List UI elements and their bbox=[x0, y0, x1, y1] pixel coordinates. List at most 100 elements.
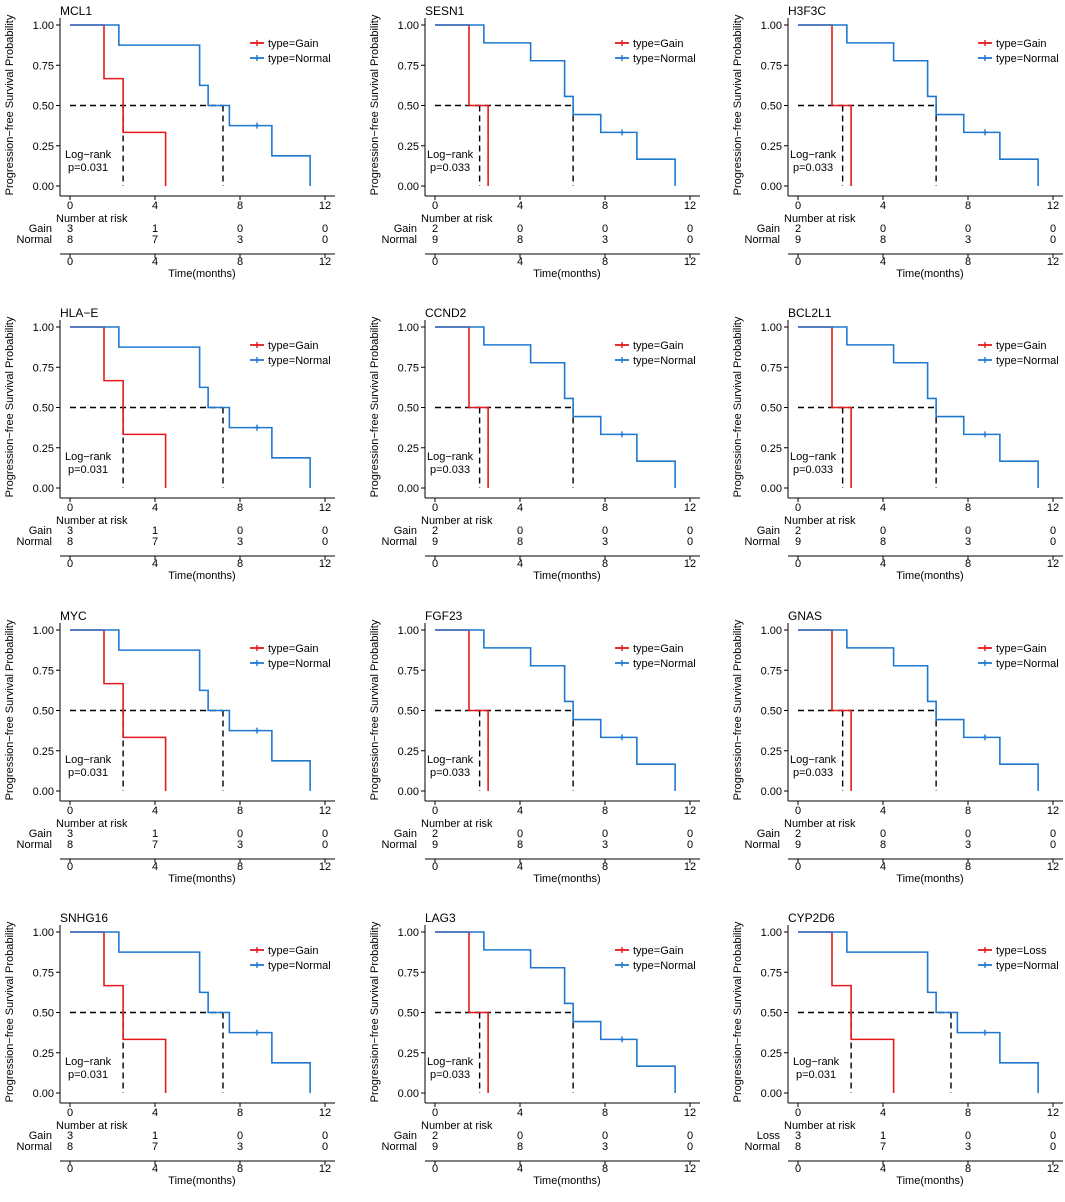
censor-mark bbox=[254, 727, 260, 734]
log-rank-label: Log−rank bbox=[65, 451, 112, 463]
risk-count-normal: 3 bbox=[965, 536, 971, 548]
log-rank-label: Log−rank bbox=[427, 1056, 474, 1068]
risk-x-tick-label: 0 bbox=[795, 1163, 801, 1175]
y-axis-label: Progression−free Survival Probability bbox=[732, 619, 744, 800]
risk-row-label-normal: Normal bbox=[745, 234, 780, 246]
legend-item-normal: type=Normal bbox=[996, 53, 1059, 65]
x-tick-label: 4 bbox=[152, 1107, 158, 1119]
risk-count-group: 0 bbox=[687, 525, 693, 537]
risk-x-tick-label: 12 bbox=[319, 861, 331, 873]
y-axis-label: Progression−free Survival Probability bbox=[369, 619, 381, 800]
p-value-label: p=0.031 bbox=[68, 1069, 108, 1081]
risk-table-title: Number at risk bbox=[421, 818, 493, 830]
x-tick-label: 4 bbox=[880, 502, 886, 514]
x-tick-label: 12 bbox=[684, 200, 696, 212]
y-tick-label: 0.75 bbox=[761, 362, 782, 374]
risk-count-normal: 8 bbox=[67, 536, 73, 548]
legend-item-normal: type=Normal bbox=[268, 658, 331, 670]
x-tick-label: 8 bbox=[602, 1107, 608, 1119]
panel-title: SNHG16 bbox=[60, 911, 108, 925]
risk-count-normal: 0 bbox=[687, 1141, 693, 1153]
risk-x-tick-label: 8 bbox=[965, 256, 971, 268]
survival-curve-normal bbox=[798, 629, 1039, 791]
x-tick-label: 8 bbox=[237, 502, 243, 514]
risk-row-label-normal: Normal bbox=[382, 234, 417, 246]
km-panel: MYC Progression−free Survival Probability… bbox=[0, 605, 350, 900]
risk-count-normal: 9 bbox=[795, 234, 801, 246]
risk-count-normal: 8 bbox=[795, 1141, 801, 1153]
km-chart: LAG3 Progression−free Survival Probabilit… bbox=[369, 911, 700, 1187]
x-tick-label: 4 bbox=[152, 805, 158, 817]
risk-x-tick-label: 12 bbox=[684, 256, 696, 268]
x-tick-label: 0 bbox=[795, 1107, 801, 1119]
risk-count-group: 3 bbox=[67, 525, 73, 537]
censor-mark bbox=[619, 431, 625, 438]
x-tick-label: 4 bbox=[152, 200, 158, 212]
legend-item-group: type=Gain bbox=[268, 340, 318, 352]
risk-row-label-group: Gain bbox=[29, 1130, 52, 1142]
risk-count-normal: 7 bbox=[152, 234, 158, 246]
risk-x-tick-label: 0 bbox=[795, 558, 801, 570]
risk-count-group: 0 bbox=[880, 223, 886, 235]
risk-count-group: 3 bbox=[795, 1130, 801, 1142]
km-chart: FGF23 Progression−free Survival Probabili… bbox=[369, 609, 700, 885]
y-tick-label: 0.50 bbox=[398, 706, 419, 718]
risk-row-label-group: Gain bbox=[757, 828, 780, 840]
risk-table-title: Number at risk bbox=[421, 1120, 493, 1132]
y-tick-label: 0.25 bbox=[398, 141, 419, 153]
p-value-label: p=0.031 bbox=[68, 767, 108, 779]
y-tick-label: 0.25 bbox=[33, 746, 54, 758]
risk-count-normal: 8 bbox=[880, 536, 886, 548]
risk-count-group: 0 bbox=[517, 525, 523, 537]
legend-item-normal: type=Normal bbox=[633, 960, 696, 972]
risk-x-tick-label: 4 bbox=[152, 256, 158, 268]
survival-curve-normal bbox=[70, 326, 311, 488]
risk-x-tick-label: 12 bbox=[684, 558, 696, 570]
risk-x-tick-label: 0 bbox=[67, 256, 73, 268]
risk-table-title: Number at risk bbox=[421, 515, 493, 527]
km-chart: HLA−E Progression−free Survival Probabili… bbox=[4, 306, 335, 582]
risk-row-label-group: Gain bbox=[757, 223, 780, 235]
p-value-label: p=0.033 bbox=[793, 464, 833, 476]
risk-count-group: 0 bbox=[1050, 223, 1056, 235]
risk-x-tick-label: 4 bbox=[517, 1163, 523, 1175]
x-tick-label: 0 bbox=[795, 805, 801, 817]
km-panel: SNHG16 Progression−free Survival Probabil… bbox=[0, 907, 350, 1202]
risk-count-normal: 9 bbox=[432, 536, 438, 548]
risk-count-normal: 0 bbox=[687, 536, 693, 548]
y-tick-label: 0.00 bbox=[398, 181, 419, 193]
y-tick-label: 0.25 bbox=[398, 443, 419, 455]
y-tick-label: 0.50 bbox=[761, 101, 782, 113]
legend-item-normal: type=Normal bbox=[268, 53, 331, 65]
risk-count-normal: 3 bbox=[965, 839, 971, 851]
y-tick-label: 0.75 bbox=[761, 967, 782, 979]
legend-item-normal: type=Normal bbox=[633, 355, 696, 367]
risk-count-group: 2 bbox=[795, 525, 801, 537]
risk-x-tick-label: 12 bbox=[1047, 1163, 1059, 1175]
risk-row-label-group: Gain bbox=[29, 828, 52, 840]
y-tick-label: 0.75 bbox=[33, 362, 54, 374]
x-tick-label: 8 bbox=[602, 200, 608, 212]
risk-count-group: 0 bbox=[880, 525, 886, 537]
y-tick-label: 0.50 bbox=[398, 403, 419, 415]
risk-x-tick-label: 0 bbox=[67, 861, 73, 873]
x-tick-label: 0 bbox=[795, 502, 801, 514]
risk-count-normal: 3 bbox=[602, 234, 608, 246]
p-value-label: p=0.033 bbox=[430, 1069, 470, 1081]
y-tick-label: 1.00 bbox=[398, 20, 419, 32]
risk-row-label-group: Loss bbox=[757, 1130, 781, 1142]
risk-count-normal: 8 bbox=[880, 839, 886, 851]
risk-count-group: 0 bbox=[322, 828, 328, 840]
risk-count-group: 0 bbox=[965, 525, 971, 537]
risk-row-label-group: Gain bbox=[29, 525, 52, 537]
risk-count-group: 0 bbox=[687, 223, 693, 235]
legend-item-group: type=Gain bbox=[268, 38, 318, 50]
risk-count-normal: 3 bbox=[237, 1141, 243, 1153]
y-tick-label: 0.75 bbox=[761, 60, 782, 72]
log-rank-label: Log−rank bbox=[65, 754, 112, 766]
risk-count-normal: 9 bbox=[432, 1141, 438, 1153]
survival-curve-normal bbox=[70, 629, 311, 791]
risk-count-normal: 3 bbox=[602, 536, 608, 548]
risk-row-label-group: Gain bbox=[757, 525, 780, 537]
x-tick-label: 0 bbox=[432, 200, 438, 212]
